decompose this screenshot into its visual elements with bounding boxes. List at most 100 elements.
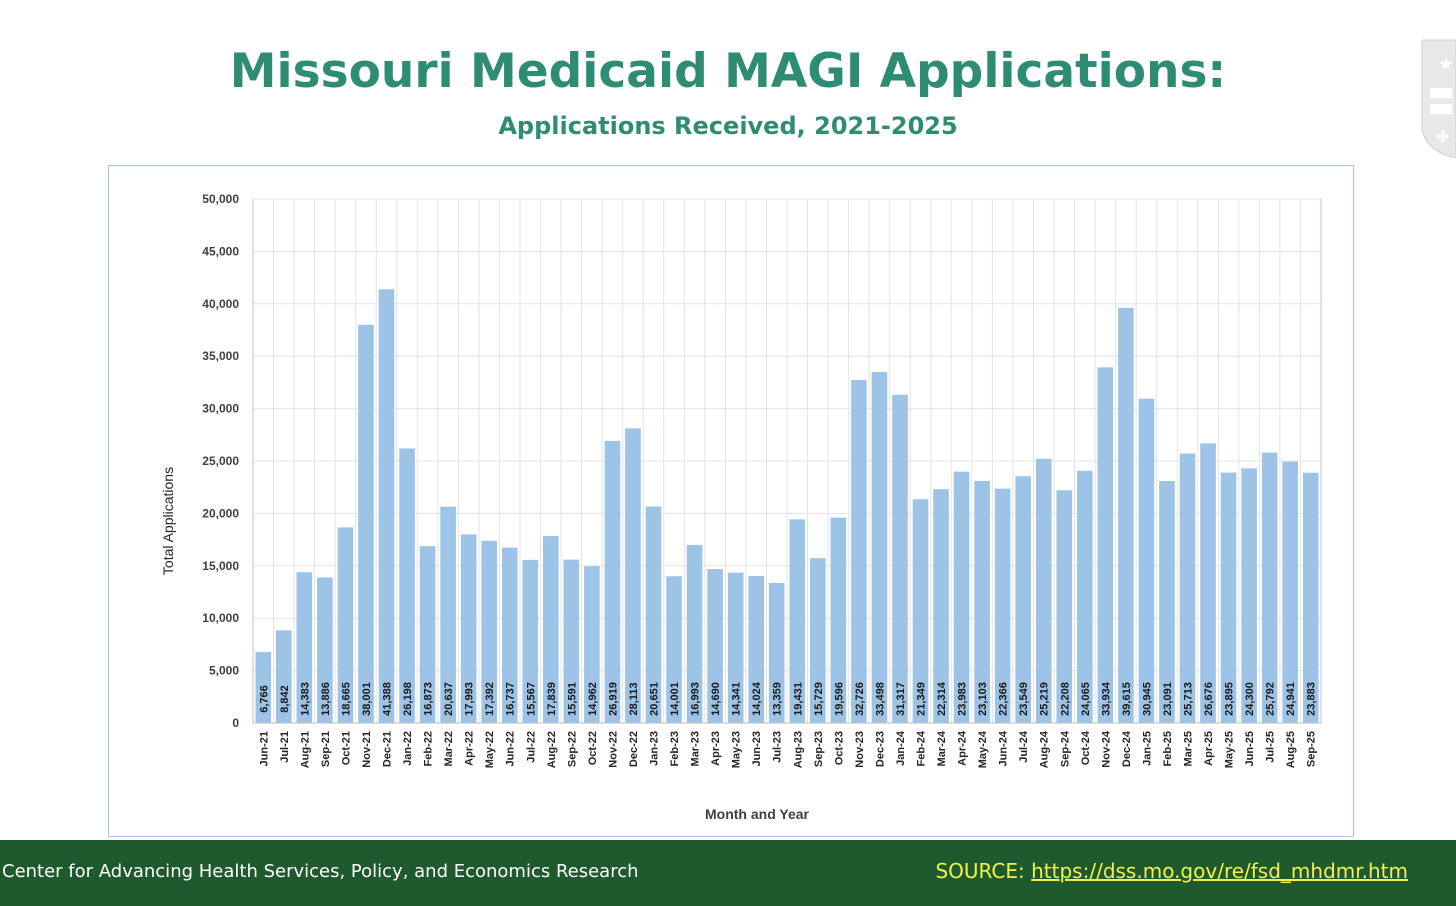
bar-Aug-24[interactable]	[1035, 458, 1052, 723]
data-label: 20,651	[649, 682, 661, 716]
bar-Jun-25[interactable]	[1241, 468, 1257, 723]
bar-Oct-23[interactable]	[830, 517, 847, 723]
data-label: 23,895	[1224, 682, 1236, 716]
data-label: 18,665	[340, 682, 352, 716]
data-label: 26,198	[402, 682, 414, 716]
bar-Jan-25[interactable]	[1138, 398, 1155, 723]
data-label: 25,792	[1265, 682, 1277, 716]
footer-source-link[interactable]: https://dss.mo.gov/re/fsd_mhdmr.htm	[1031, 859, 1408, 883]
bar-Dec-21[interactable]	[378, 289, 395, 723]
x-tick-label: Jan-23	[649, 731, 661, 766]
bar-Mar-23[interactable]	[686, 544, 703, 723]
bar-Mar-24[interactable]	[933, 489, 949, 723]
x-tick-label: Nov-22	[607, 731, 619, 768]
bar-Apr-25[interactable]	[1200, 443, 1216, 723]
bar-Jan-22[interactable]	[399, 448, 415, 723]
bar-Feb-23[interactable]	[666, 576, 682, 723]
data-label: 13,359	[772, 682, 784, 716]
bar-Sep-23[interactable]	[810, 558, 826, 723]
y-tick-label: 40,000	[202, 297, 239, 311]
x-tick-label: Aug-23	[792, 731, 804, 768]
bar-May-22[interactable]	[481, 540, 497, 723]
x-tick-label: Aug-24	[1039, 730, 1051, 768]
data-label: 41,388	[382, 682, 394, 716]
bar-Jul-25[interactable]	[1261, 452, 1278, 723]
data-label: 19,596	[833, 682, 845, 716]
bar-Jul-22[interactable]	[522, 559, 539, 723]
x-tick-label: Dec-22	[628, 731, 640, 767]
data-label: 20,637	[443, 682, 455, 716]
bar-May-25[interactable]	[1220, 472, 1237, 723]
data-label: 14,341	[731, 682, 743, 716]
bar-Nov-23[interactable]	[851, 380, 867, 723]
bar-Nov-22[interactable]	[604, 440, 621, 723]
data-label: 16,873	[423, 682, 435, 716]
bar-Sep-25[interactable]	[1302, 472, 1319, 723]
data-label: 31,317	[895, 682, 907, 716]
data-label: 24,065	[1080, 682, 1092, 716]
data-label: 14,690	[710, 682, 722, 716]
footer-source: SOURCE: https://dss.mo.gov/re/fsd_mhdmr.…	[935, 859, 1408, 883]
bar-Dec-22[interactable]	[625, 428, 641, 723]
bar-Sep-22[interactable]	[563, 559, 580, 723]
bar-Jun-22[interactable]	[501, 547, 518, 723]
data-label: 33,498	[874, 682, 886, 716]
x-tick-label: May-23	[731, 731, 743, 768]
bar-Apr-22[interactable]	[460, 534, 477, 723]
bar-Aug-22[interactable]	[543, 536, 559, 723]
data-label: 21,349	[916, 682, 928, 716]
data-label: 26,676	[1203, 682, 1215, 716]
bar-Aug-21[interactable]	[296, 572, 313, 723]
bar-Sep-24[interactable]	[1056, 490, 1073, 723]
bar-Feb-25[interactable]	[1159, 481, 1175, 723]
x-tick-label: Jul-23	[772, 731, 784, 763]
bar-Jan-24[interactable]	[892, 394, 908, 723]
bar-Oct-22[interactable]	[584, 566, 600, 723]
x-tick-label: Mar-23	[690, 731, 702, 766]
bar-Nov-24[interactable]	[1097, 367, 1114, 723]
y-tick-label: 50,000	[202, 192, 239, 206]
bar-Sep-21[interactable]	[317, 577, 333, 723]
bar-Jun-23[interactable]	[748, 576, 764, 723]
data-label: 22,208	[1059, 682, 1071, 716]
bar-May-24[interactable]	[974, 480, 990, 723]
bar-Jul-23[interactable]	[768, 582, 785, 723]
bar-Jul-21[interactable]	[276, 630, 292, 723]
bar-Dec-23[interactable]	[871, 371, 888, 723]
svg-text:✤: ✤	[1436, 127, 1449, 146]
bar-May-23[interactable]	[727, 572, 744, 723]
footer-org-name: Center for Advancing Health Services, Po…	[2, 861, 639, 882]
data-label: 16,993	[690, 682, 702, 716]
bar-Feb-22[interactable]	[419, 546, 436, 723]
data-label: 17,839	[546, 682, 558, 716]
x-tick-label: Jul-22	[525, 731, 537, 763]
data-label: 28,113	[628, 682, 640, 715]
bar-Mar-22[interactable]	[440, 506, 456, 723]
bar-Nov-21[interactable]	[358, 324, 374, 723]
bar-Apr-23[interactable]	[707, 569, 723, 723]
bar-Jul-24[interactable]	[1015, 476, 1031, 723]
bar-Jun-21[interactable]	[255, 652, 272, 723]
bar-Aug-23[interactable]	[789, 519, 806, 723]
y-tick-label: 30,000	[202, 402, 239, 416]
bar-Jan-23[interactable]	[645, 506, 662, 723]
bar-Apr-24[interactable]	[953, 471, 970, 723]
data-label: 14,962	[587, 682, 599, 716]
bar-Aug-25[interactable]	[1282, 461, 1298, 723]
y-tick-label: 25,000	[202, 454, 239, 468]
bar-Feb-24[interactable]	[912, 499, 929, 723]
page-subtitle: Applications Received, 2021-2025	[498, 112, 958, 140]
bar-Mar-25[interactable]	[1179, 453, 1196, 723]
bar-Oct-21[interactable]	[337, 527, 354, 723]
bar-Jun-24[interactable]	[994, 488, 1011, 723]
data-label: 25,219	[1039, 682, 1051, 716]
x-tick-label: Jan-24	[895, 730, 907, 766]
bar-chart: 6,766 8,842 14,383 13,886 18,665 38,001 41,388…	[160, 192, 1322, 822]
data-label: 19,431	[792, 682, 804, 716]
x-tick-label: Jun-21	[258, 731, 270, 766]
bar-Dec-24[interactable]	[1118, 307, 1134, 723]
bar-Oct-24[interactable]	[1077, 470, 1093, 723]
x-tick-label: Jun-22	[505, 731, 517, 766]
state-shield-logo: ★ ✤	[1418, 38, 1456, 163]
data-label: 24,941	[1285, 682, 1297, 716]
